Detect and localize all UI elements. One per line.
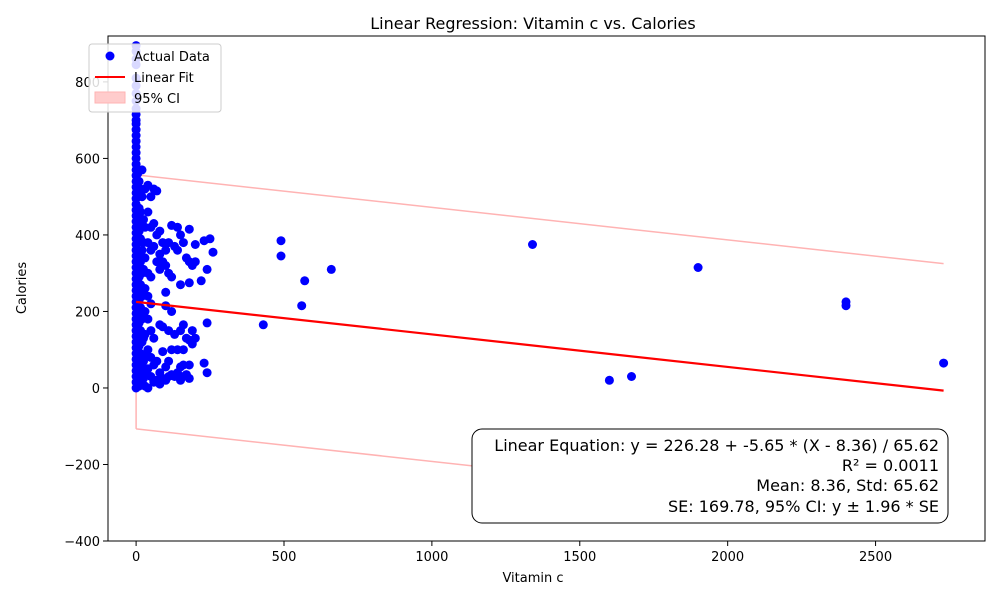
x-tick-label: 1500	[563, 550, 596, 565]
annotation-se-ci: SE: 169.78, 95% CI: y ± 1.96 * SE	[668, 497, 939, 516]
data-point	[155, 226, 165, 236]
data-point	[326, 264, 336, 274]
data-point	[199, 358, 209, 368]
data-point	[143, 291, 153, 301]
data-point	[149, 219, 159, 228]
data-point	[149, 241, 159, 251]
legend-label-ci: 95% CI	[134, 92, 180, 107]
y-tick-label: 400	[75, 229, 100, 244]
data-point	[190, 240, 200, 249]
stats-annotation: Linear Equation: y = 226.28 + -5.65 * (X…	[471, 428, 949, 524]
data-point	[202, 264, 212, 274]
data-point	[693, 263, 703, 272]
legend: Actual Data Linear Fit 95% CI	[88, 43, 222, 113]
data-point	[176, 230, 185, 240]
data-point	[173, 222, 182, 232]
data-point	[187, 326, 197, 336]
data-point	[146, 192, 156, 202]
data-point	[196, 276, 206, 286]
x-tick-label: 500	[272, 550, 297, 565]
y-axis-label: Calories	[15, 262, 30, 315]
data-point	[161, 245, 171, 255]
data-point	[202, 368, 212, 378]
data-point	[140, 307, 150, 316]
x-tick-label: 1000	[415, 550, 448, 565]
data-point	[276, 251, 286, 261]
data-point	[140, 253, 150, 263]
data-point	[627, 372, 636, 381]
x-tick-label: 2500	[859, 550, 892, 565]
data-point	[143, 314, 153, 324]
annotation-equation: Linear Equation: y = 226.28 + -5.65 * (X…	[494, 436, 939, 455]
data-point	[167, 307, 177, 316]
data-point	[149, 333, 159, 343]
data-point	[939, 358, 949, 368]
data-point	[140, 284, 150, 293]
data-point	[146, 326, 156, 336]
data-point	[205, 234, 215, 244]
fit-line-group	[135, 300, 944, 392]
data-point	[604, 375, 614, 385]
data-point	[137, 245, 147, 255]
data-point	[167, 272, 177, 282]
annotation-box	[471, 428, 949, 524]
data-point	[528, 240, 537, 249]
data-point	[164, 356, 174, 366]
data-point	[173, 245, 182, 255]
data-point	[139, 215, 148, 225]
data-point	[202, 318, 212, 328]
data-point	[136, 207, 145, 217]
x-tick-label: 2000	[711, 550, 744, 565]
data-point	[152, 186, 162, 196]
y-tick-label: 0	[92, 382, 100, 397]
data-point	[134, 176, 144, 186]
data-point	[178, 345, 188, 355]
y-tick-label: 200	[75, 305, 100, 320]
ci-upper-bound	[136, 174, 944, 265]
data-point	[841, 301, 851, 311]
linear-fit-line	[135, 300, 944, 392]
x-axis-label: Vitamin c	[502, 571, 563, 586]
y-tick-label: −200	[64, 458, 100, 473]
data-point	[152, 356, 162, 366]
data-point	[297, 301, 307, 311]
y-tick-label: −400	[64, 535, 100, 550]
y-tick-label: 600	[75, 152, 100, 167]
annotation-mean-std: Mean: 8.36, Std: 65.62	[756, 476, 939, 495]
data-point	[146, 272, 156, 282]
data-point	[184, 373, 194, 383]
data-point	[137, 192, 147, 202]
data-point	[158, 347, 168, 357]
data-point	[176, 280, 185, 290]
annotation-r-squared: R² = 0.0011	[842, 456, 939, 475]
data-point	[143, 345, 153, 355]
data-point	[300, 276, 310, 286]
data-point	[190, 333, 200, 343]
data-point	[184, 278, 194, 288]
legend-marker-ci	[94, 91, 126, 104]
data-point	[208, 247, 218, 257]
data-point	[161, 287, 171, 297]
data-point	[258, 320, 268, 330]
plot-frame	[107, 35, 986, 542]
data-point	[178, 320, 188, 330]
data-point	[161, 261, 171, 270]
data-point	[178, 238, 188, 248]
x-axis-ticks: 0 500 1000 1500 2000 2500	[132, 541, 892, 565]
data-point	[137, 165, 147, 175]
data-point	[143, 383, 153, 393]
x-tick-label: 0	[132, 550, 140, 565]
legend-label-linear-fit: Linear Fit	[134, 71, 194, 86]
data-point	[143, 207, 153, 217]
data-point	[190, 257, 200, 267]
legend-label-actual-data: Actual Data	[134, 50, 210, 65]
data-point	[276, 236, 286, 246]
chart-title: Linear Regression: Vitamin c vs. Calorie…	[370, 14, 695, 33]
data-point	[184, 360, 194, 370]
legend-marker-actual-data	[105, 51, 115, 61]
data-point	[184, 224, 194, 234]
